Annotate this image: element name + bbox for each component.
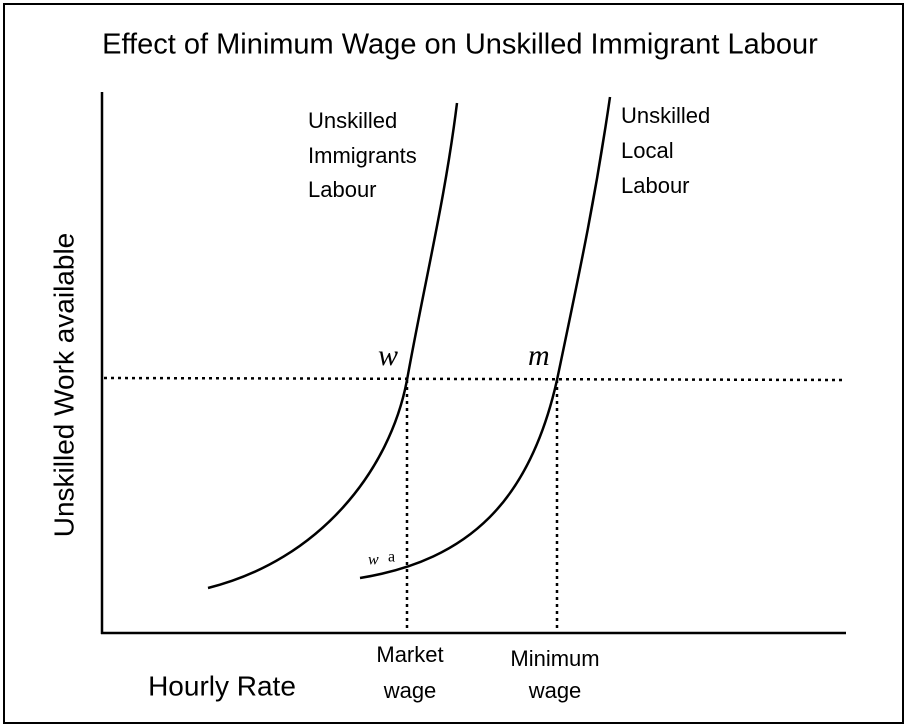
marker-label: Minimum [510,646,599,671]
point-label: m [528,339,550,372]
point-label: w [378,339,398,372]
immigrant-curve [207,102,459,590]
curve-label: Labour [621,173,690,198]
dotted-line [103,376,846,382]
x-axis-label: Hourly Rate [148,670,296,701]
title: Effect of Minimum Wage on Unskilled Immi… [102,29,818,61]
marker-label: wage [528,678,582,703]
y-axis-label: Unskilled Work available [48,233,79,538]
curve-label: Labour [308,177,377,202]
marker-label: wage [383,678,437,703]
curve-label: Immigrants [308,143,417,168]
annotation: w [368,552,379,569]
curve-label: Local [621,138,674,163]
annotation: a [388,549,395,566]
marker-label: Market [376,642,443,667]
local-curve [359,96,612,580]
frame [3,3,904,724]
curve-label: Unskilled [621,103,710,128]
curve-label: Unskilled [308,108,397,133]
